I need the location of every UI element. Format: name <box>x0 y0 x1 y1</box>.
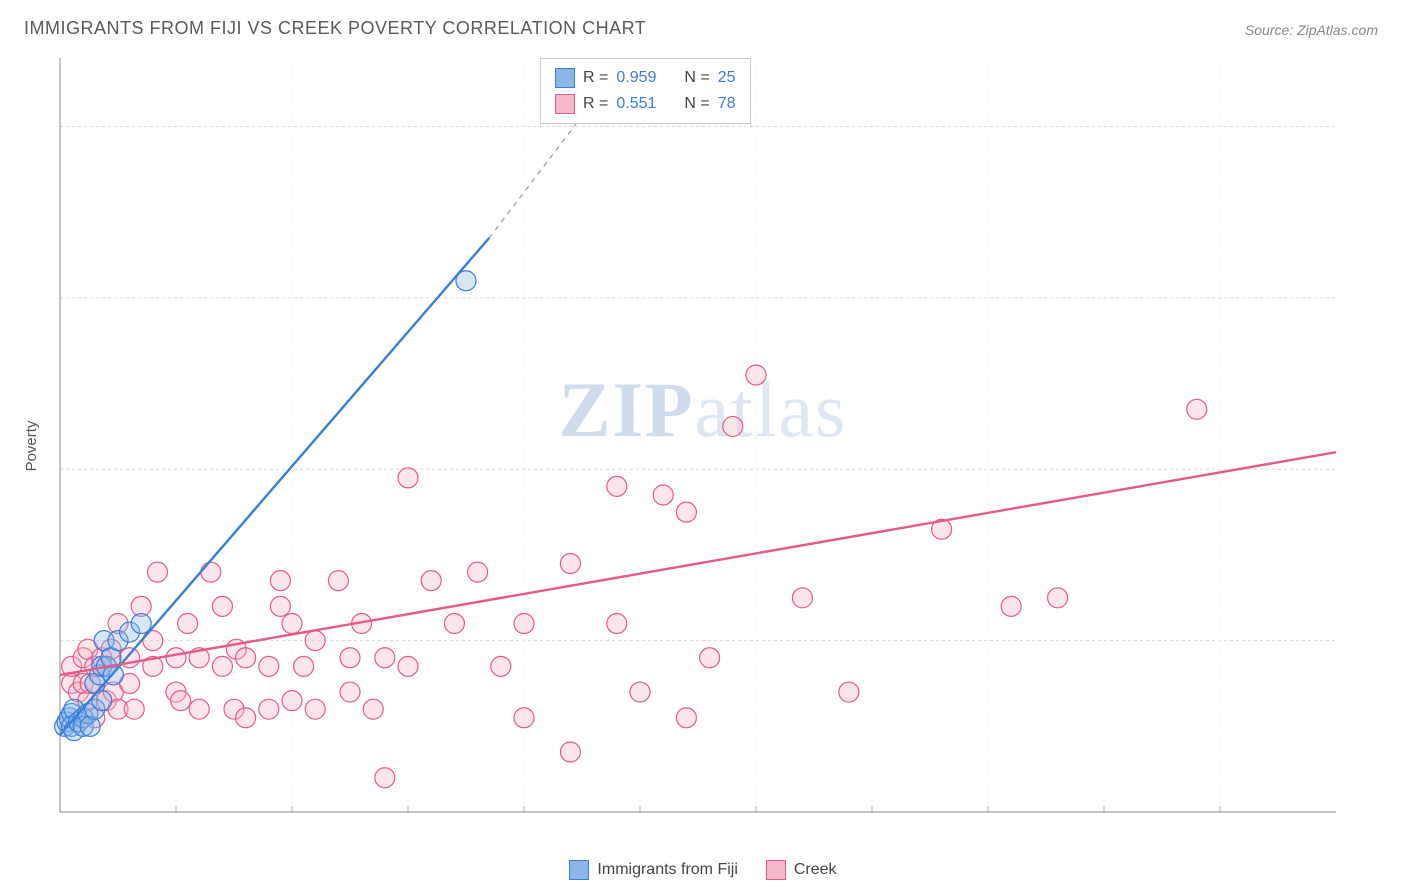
point-creek <box>676 502 696 522</box>
stats-row-fiji: R = 0.959 N = 25 <box>555 65 736 91</box>
point-creek <box>178 614 198 634</box>
legend-swatch-creek <box>766 860 786 880</box>
swatch-creek <box>555 94 575 114</box>
point-creek <box>630 682 650 702</box>
point-creek <box>212 596 232 616</box>
point-creek <box>259 656 279 676</box>
n-value-fiji: 25 <box>718 69 736 87</box>
point-creek <box>398 468 418 488</box>
point-creek <box>491 656 511 676</box>
point-creek <box>171 691 191 711</box>
point-creek <box>143 631 163 651</box>
r-value-creek: 0.551 <box>616 95 656 113</box>
point-creek <box>282 691 302 711</box>
point-creek <box>212 656 232 676</box>
source-prefix: Source: <box>1245 22 1297 38</box>
series-legend: Immigrants from Fiji Creek <box>0 860 1406 880</box>
point-creek <box>270 596 290 616</box>
point-creek <box>189 699 209 719</box>
point-creek <box>560 554 580 574</box>
point-creek <box>375 768 395 788</box>
point-creek <box>676 708 696 728</box>
legend-item-creek: Creek <box>766 860 837 880</box>
r-value-fiji: 0.959 <box>616 69 656 87</box>
point-creek <box>340 682 360 702</box>
point-creek <box>514 614 534 634</box>
legend-label-fiji: Immigrants from Fiji <box>597 861 737 879</box>
chart-title: IMMIGRANTS FROM FIJI VS CREEK POVERTY CO… <box>24 18 646 39</box>
point-creek <box>607 614 627 634</box>
point-creek <box>792 588 812 608</box>
point-creek <box>259 699 279 719</box>
n-value-creek: 78 <box>718 95 736 113</box>
r-label-fiji: R = <box>583 69 608 87</box>
point-creek <box>723 416 743 436</box>
legend-item-fiji: Immigrants from Fiji <box>569 860 737 880</box>
r-label-creek: R = <box>583 95 608 113</box>
point-creek <box>746 365 766 385</box>
point-creek <box>398 656 418 676</box>
point-creek <box>607 476 627 496</box>
point-creek <box>340 648 360 668</box>
stats-row-creek: R = 0.551 N = 78 <box>555 91 736 117</box>
source-link[interactable]: ZipAtlas.com <box>1297 22 1378 38</box>
trendline-creek <box>60 452 1336 675</box>
point-creek <box>124 699 144 719</box>
legend-swatch-fiji <box>569 860 589 880</box>
point-creek <box>514 708 534 728</box>
y-axis-label: Poverty <box>23 421 40 472</box>
source-credit: Source: ZipAtlas.com <box>1245 22 1378 38</box>
point-creek <box>421 571 441 591</box>
n-label-creek: N = <box>684 95 709 113</box>
point-creek <box>444 614 464 634</box>
point-creek <box>1187 399 1207 419</box>
point-creek <box>653 485 673 505</box>
point-fiji <box>131 614 151 634</box>
point-creek <box>363 699 383 719</box>
point-creek <box>270 571 290 591</box>
point-creek <box>375 648 395 668</box>
n-label-fiji: N = <box>684 69 709 87</box>
point-creek <box>560 742 580 762</box>
point-creek <box>700 648 720 668</box>
point-creek <box>305 699 325 719</box>
point-creek <box>294 656 314 676</box>
point-creek <box>328 571 348 591</box>
point-creek <box>236 708 256 728</box>
point-creek <box>1048 588 1068 608</box>
stats-legend: R = 0.959 N = 25 R = 0.551 N = 78 <box>540 58 751 124</box>
chart-plot: 20.0%40.0%60.0%80.0%0.0%50.0% <box>54 52 1342 822</box>
point-creek <box>166 648 186 668</box>
point-creek <box>1001 596 1021 616</box>
point-creek <box>282 614 302 634</box>
point-creek <box>201 562 221 582</box>
legend-label-creek: Creek <box>794 861 837 879</box>
swatch-fiji <box>555 68 575 88</box>
point-creek <box>468 562 488 582</box>
point-creek <box>305 631 325 651</box>
point-creek <box>839 682 859 702</box>
point-creek <box>236 648 256 668</box>
point-creek <box>147 562 167 582</box>
